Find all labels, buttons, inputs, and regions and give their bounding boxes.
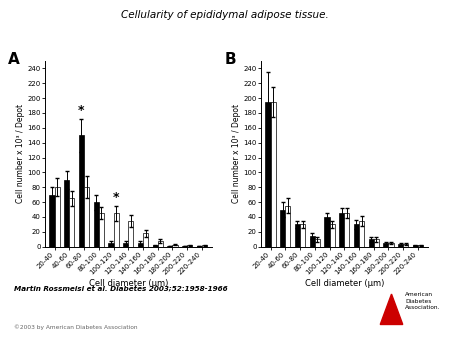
X-axis label: Cell diameter (μm): Cell diameter (μm): [89, 279, 168, 288]
Text: A: A: [9, 51, 20, 67]
Bar: [113, 213, 119, 247]
Bar: [50, 195, 54, 247]
Bar: [418, 245, 423, 247]
Bar: [182, 246, 187, 247]
Bar: [128, 221, 133, 247]
Bar: [187, 245, 192, 247]
Text: *: *: [78, 104, 85, 117]
Bar: [69, 198, 74, 247]
Bar: [310, 236, 315, 247]
Text: American
Diabetes
Association.: American Diabetes Association.: [405, 292, 441, 310]
Bar: [167, 246, 172, 247]
Text: Cellularity of epididymal adipose tissue.: Cellularity of epididymal adipose tissue…: [121, 10, 329, 20]
Bar: [123, 243, 128, 247]
Bar: [172, 244, 178, 247]
Text: ©2003 by American Diabetes Association: ©2003 by American Diabetes Association: [14, 324, 137, 330]
Bar: [54, 187, 60, 247]
Y-axis label: Cell number x 10³ / Depot: Cell number x 10³ / Depot: [232, 104, 241, 203]
X-axis label: Cell diameter (μm): Cell diameter (μm): [305, 279, 384, 288]
Bar: [369, 239, 373, 247]
Bar: [99, 213, 104, 247]
Bar: [413, 245, 418, 247]
Bar: [329, 224, 335, 247]
Bar: [344, 213, 349, 247]
Bar: [138, 243, 143, 247]
Bar: [359, 221, 364, 247]
Bar: [153, 245, 158, 247]
Bar: [354, 224, 359, 247]
Bar: [285, 206, 290, 247]
Bar: [383, 243, 388, 247]
Bar: [64, 180, 69, 247]
Bar: [295, 224, 300, 247]
Bar: [94, 202, 99, 247]
Bar: [79, 135, 84, 247]
Bar: [280, 210, 285, 247]
Bar: [197, 246, 202, 247]
Y-axis label: Cell number x 10³ / Depot: Cell number x 10³ / Depot: [16, 104, 25, 203]
Text: Martin Rossmeisi et al. Diabetes 2003;52:1958-1966: Martin Rossmeisi et al. Diabetes 2003;52…: [14, 286, 227, 292]
Text: *: *: [113, 191, 119, 203]
Bar: [339, 213, 344, 247]
Bar: [388, 243, 394, 247]
Bar: [324, 217, 329, 247]
Bar: [270, 102, 276, 247]
Bar: [403, 244, 408, 247]
Bar: [84, 187, 89, 247]
Bar: [315, 239, 320, 247]
Bar: [266, 102, 270, 247]
Bar: [398, 244, 403, 247]
Text: B: B: [225, 51, 236, 67]
Bar: [202, 245, 207, 247]
Bar: [143, 233, 148, 247]
Bar: [374, 239, 379, 247]
Bar: [300, 224, 305, 247]
Bar: [108, 243, 113, 247]
Bar: [158, 241, 163, 247]
